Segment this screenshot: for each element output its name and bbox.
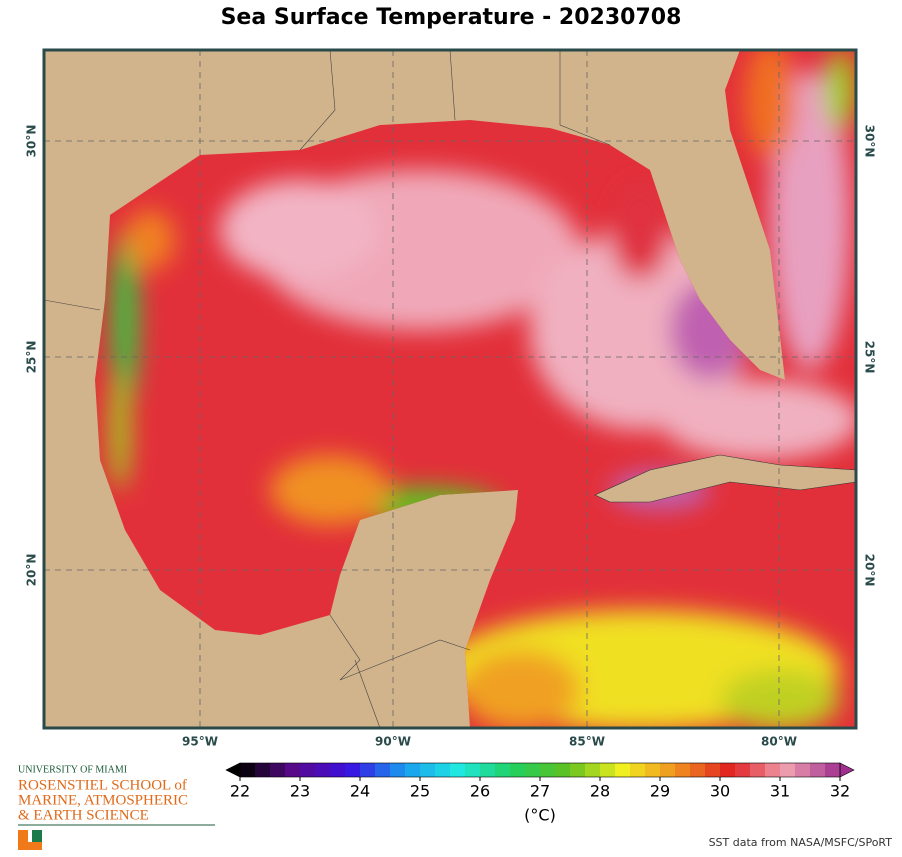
colorbar-cell	[825, 763, 841, 777]
colorbar-tick-label: 31	[770, 782, 790, 801]
longitude-label: 90°W	[375, 735, 411, 749]
colorbar-cell	[345, 763, 361, 777]
colorbar-cell	[510, 763, 526, 777]
colorbar-cell	[420, 763, 436, 777]
colorbar-cell	[585, 763, 601, 777]
colorbar-cell	[315, 763, 331, 777]
longitude-label: 85°W	[569, 735, 605, 749]
colorbar-cell	[255, 763, 271, 777]
colorbar-cell	[525, 763, 541, 777]
colorbar-cell	[480, 763, 496, 777]
colorbar-cell	[735, 763, 751, 777]
colorbar-cell	[375, 763, 391, 777]
colorbar-cell	[555, 763, 571, 777]
credit: SST data from NASA/MSFC/SPoRT	[709, 836, 893, 849]
colorbar-extend-low	[225, 762, 241, 778]
colorbar-tick-label: 27	[530, 782, 550, 801]
colorbar-cell	[645, 763, 661, 777]
colorbar-cell	[660, 763, 676, 777]
colorbar-cell	[810, 763, 826, 777]
colorbar-cell	[765, 763, 781, 777]
colorbar-tick-label: 23	[290, 782, 310, 801]
latitude-label: 30°N	[25, 125, 39, 158]
colorbar-tick-label: 26	[470, 782, 490, 801]
longitude-label: 95°W	[182, 735, 218, 749]
colorbar-cell	[390, 763, 406, 777]
latitude-label: 25°N	[25, 341, 39, 374]
borders	[43, 49, 611, 729]
colorbar-cell	[450, 763, 466, 777]
colorbar-cell	[495, 763, 511, 777]
colorbar-cell	[750, 763, 766, 777]
colorbar-unit: (°C)	[524, 806, 556, 825]
colorbar-tick-label: 25	[410, 782, 430, 801]
logo-university: UNIVERSITY OF MIAMI	[18, 764, 127, 775]
colorbar-cell	[300, 763, 316, 777]
latitude-label: 20°N	[863, 554, 877, 587]
colorbar-cell	[405, 763, 421, 777]
colorbar-tick-label: 24	[350, 782, 370, 801]
colorbar-cell	[435, 763, 451, 777]
logo-school: MARINE, ATMOSPHERIC	[18, 792, 188, 808]
logo-school: ROSENSTIEL SCHOOL of	[18, 777, 187, 793]
title: Sea Surface Temperature - 20230708	[221, 5, 682, 30]
colorbar-cell	[570, 763, 586, 777]
latitude-label: 20°N	[25, 554, 39, 587]
colorbar-tick-label: 28	[590, 782, 610, 801]
colorbar-cell	[615, 763, 631, 777]
colorbar-cell	[705, 763, 721, 777]
colorbar-tick-label: 22	[230, 782, 250, 801]
colorbar-cell	[675, 763, 691, 777]
colorbar-cell	[270, 763, 286, 777]
latitude-label: 30°N	[863, 125, 877, 158]
colorbar: 22 23 24 25 26 27 28 29 30 31 32	[225, 762, 855, 801]
colorbar-cell	[540, 763, 556, 777]
colorbar-tick-label: 32	[830, 782, 850, 801]
longitude-label: 80°W	[761, 735, 797, 749]
latitude-label: 25°N	[863, 341, 877, 374]
logo-school: & EARTH SCIENCE	[18, 807, 149, 823]
colorbar-cell	[285, 763, 301, 777]
colorbar-cell	[720, 763, 736, 777]
colorbar-tick-label: 29	[650, 782, 670, 801]
logo-mark	[18, 830, 42, 850]
colorbar-cell	[780, 763, 796, 777]
map-frame	[42, 48, 858, 730]
colorbar-cell	[630, 763, 646, 777]
colorbar-cell	[690, 763, 706, 777]
colorbar-cell	[330, 763, 346, 777]
colorbar-cell	[600, 763, 616, 777]
graticule	[44, 50, 856, 728]
colorbar-cell	[240, 763, 256, 777]
colorbar-tick-label: 30	[710, 782, 730, 801]
axis-labels: 95°W 90°W 85°W 80°W 30°N 30°N 25°N 25°N 20°N 20°N	[25, 125, 877, 749]
colorbar-cell	[465, 763, 481, 777]
colorbar-cell	[795, 763, 811, 777]
colorbar-cell	[360, 763, 376, 777]
colorbar-extend-high	[839, 762, 855, 778]
